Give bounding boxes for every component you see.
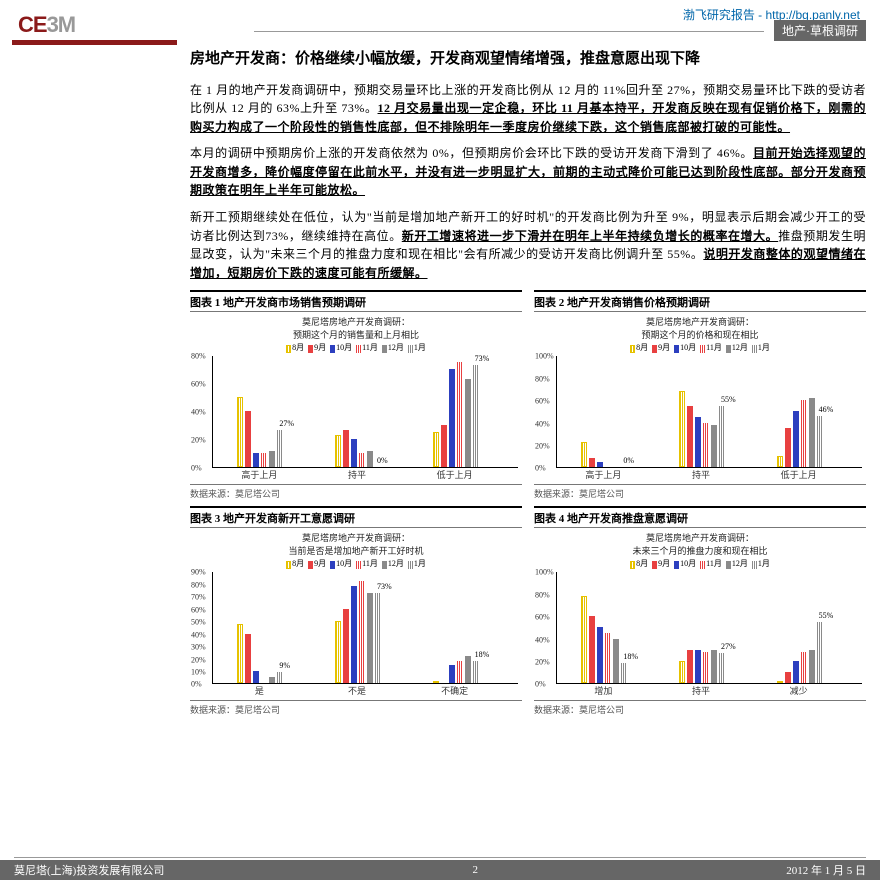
header: CE3M 地产·草根调研 (0, 0, 880, 42)
chart-1: 图表 1 地产开发商市场销售预期调研莫尼塔房地产开发商调研：预期这个月的销售量和… (190, 290, 522, 502)
footer-date: 2012 年 1 月 5 日 (786, 862, 866, 878)
chart-3: 图表 3 地产开发商新开工意愿调研莫尼塔房地产开发商调研：当前是否是增加地产新开… (190, 506, 522, 718)
chart-legend: 8月9月10月11月12月1月 (534, 557, 866, 570)
footer: 莫尼塔(上海)投资发展有限公司 2 2012 年 1 月 5 日 (0, 860, 880, 880)
chart-body: 0%20%40%60%80%高于上月持平低于上月27%0%73% (212, 356, 518, 468)
chart-source: 数据来源：莫尼塔公司 (534, 484, 866, 502)
chart-4: 图表 4 地产开发商推盘意愿调研莫尼塔房地产开发商调研：未来三个月的推盘力度和现… (534, 506, 866, 718)
chart-source: 数据来源：莫尼塔公司 (534, 700, 866, 718)
chart-legend: 8月9月10月11月12月1月 (534, 341, 866, 354)
paragraph-2: 本月的调研中预期房价上涨的开发商依然为 0%，但预期房价会环比下跌的受访开发商下… (190, 144, 866, 200)
chart-title: 图表 1 地产开发商市场销售预期调研 (190, 292, 522, 312)
chart-title: 图表 3 地产开发商新开工意愿调研 (190, 508, 522, 528)
chart-2: 图表 2 地产开发商销售价格预期调研莫尼塔房地产开发商调研：预期这个月的价格和现… (534, 290, 866, 502)
chart-title: 图表 2 地产开发商销售价格预期调研 (534, 292, 866, 312)
chart-body: 0%20%40%60%80%100%增加持平减少18%27%55% (556, 572, 862, 684)
doc-category: 地产·草根调研 (774, 20, 866, 41)
content: 房地产开发商：价格继续小幅放缓，开发商观望情绪增强，推盘意愿出现下降 在 1 月… (190, 48, 866, 718)
logo: CE3M (18, 12, 75, 38)
chart-legend: 8月9月10月11月12月1月 (190, 341, 522, 354)
chart-legend: 8月9月10月11月12月1月 (190, 557, 522, 570)
chart-title: 图表 4 地产开发商推盘意愿调研 (534, 508, 866, 528)
page-title: 房地产开发商：价格继续小幅放缓，开发商观望情绪增强，推盘意愿出现下降 (190, 48, 866, 71)
chart-subtitle: 莫尼塔房地产开发商调研：未来三个月的推盘力度和现在相比 (534, 528, 866, 557)
chart-body: 0%10%20%30%40%50%60%70%80%90%是不是不确定9%73%… (212, 572, 518, 684)
accent-bar (12, 40, 177, 45)
chart-subtitle: 莫尼塔房地产开发商调研：预期这个月的销售量和上月相比 (190, 312, 522, 341)
chart-source: 数据来源：莫尼塔公司 (190, 700, 522, 718)
chart-source: 数据来源：莫尼塔公司 (190, 484, 522, 502)
paragraph-1: 在 1 月的地产开发商调研中，预期交易量环比上涨的开发商比例从 12 月的 11… (190, 81, 866, 137)
chart-subtitle: 莫尼塔房地产开发商调研：当前是否是增加地产新开工好时机 (190, 528, 522, 557)
chart-subtitle: 莫尼塔房地产开发商调研：预期这个月的价格和现在相比 (534, 312, 866, 341)
footer-company: 莫尼塔(上海)投资发展有限公司 (14, 862, 164, 878)
paragraph-3: 新开工预期继续处在低位，认为"当前是增加地产新开工的好时机"的开发商比例为升至 … (190, 208, 866, 282)
chart-body: 0%20%40%60%80%100%高于上月持平低于上月0%55%46% (556, 356, 862, 468)
footer-page: 2 (473, 864, 479, 876)
